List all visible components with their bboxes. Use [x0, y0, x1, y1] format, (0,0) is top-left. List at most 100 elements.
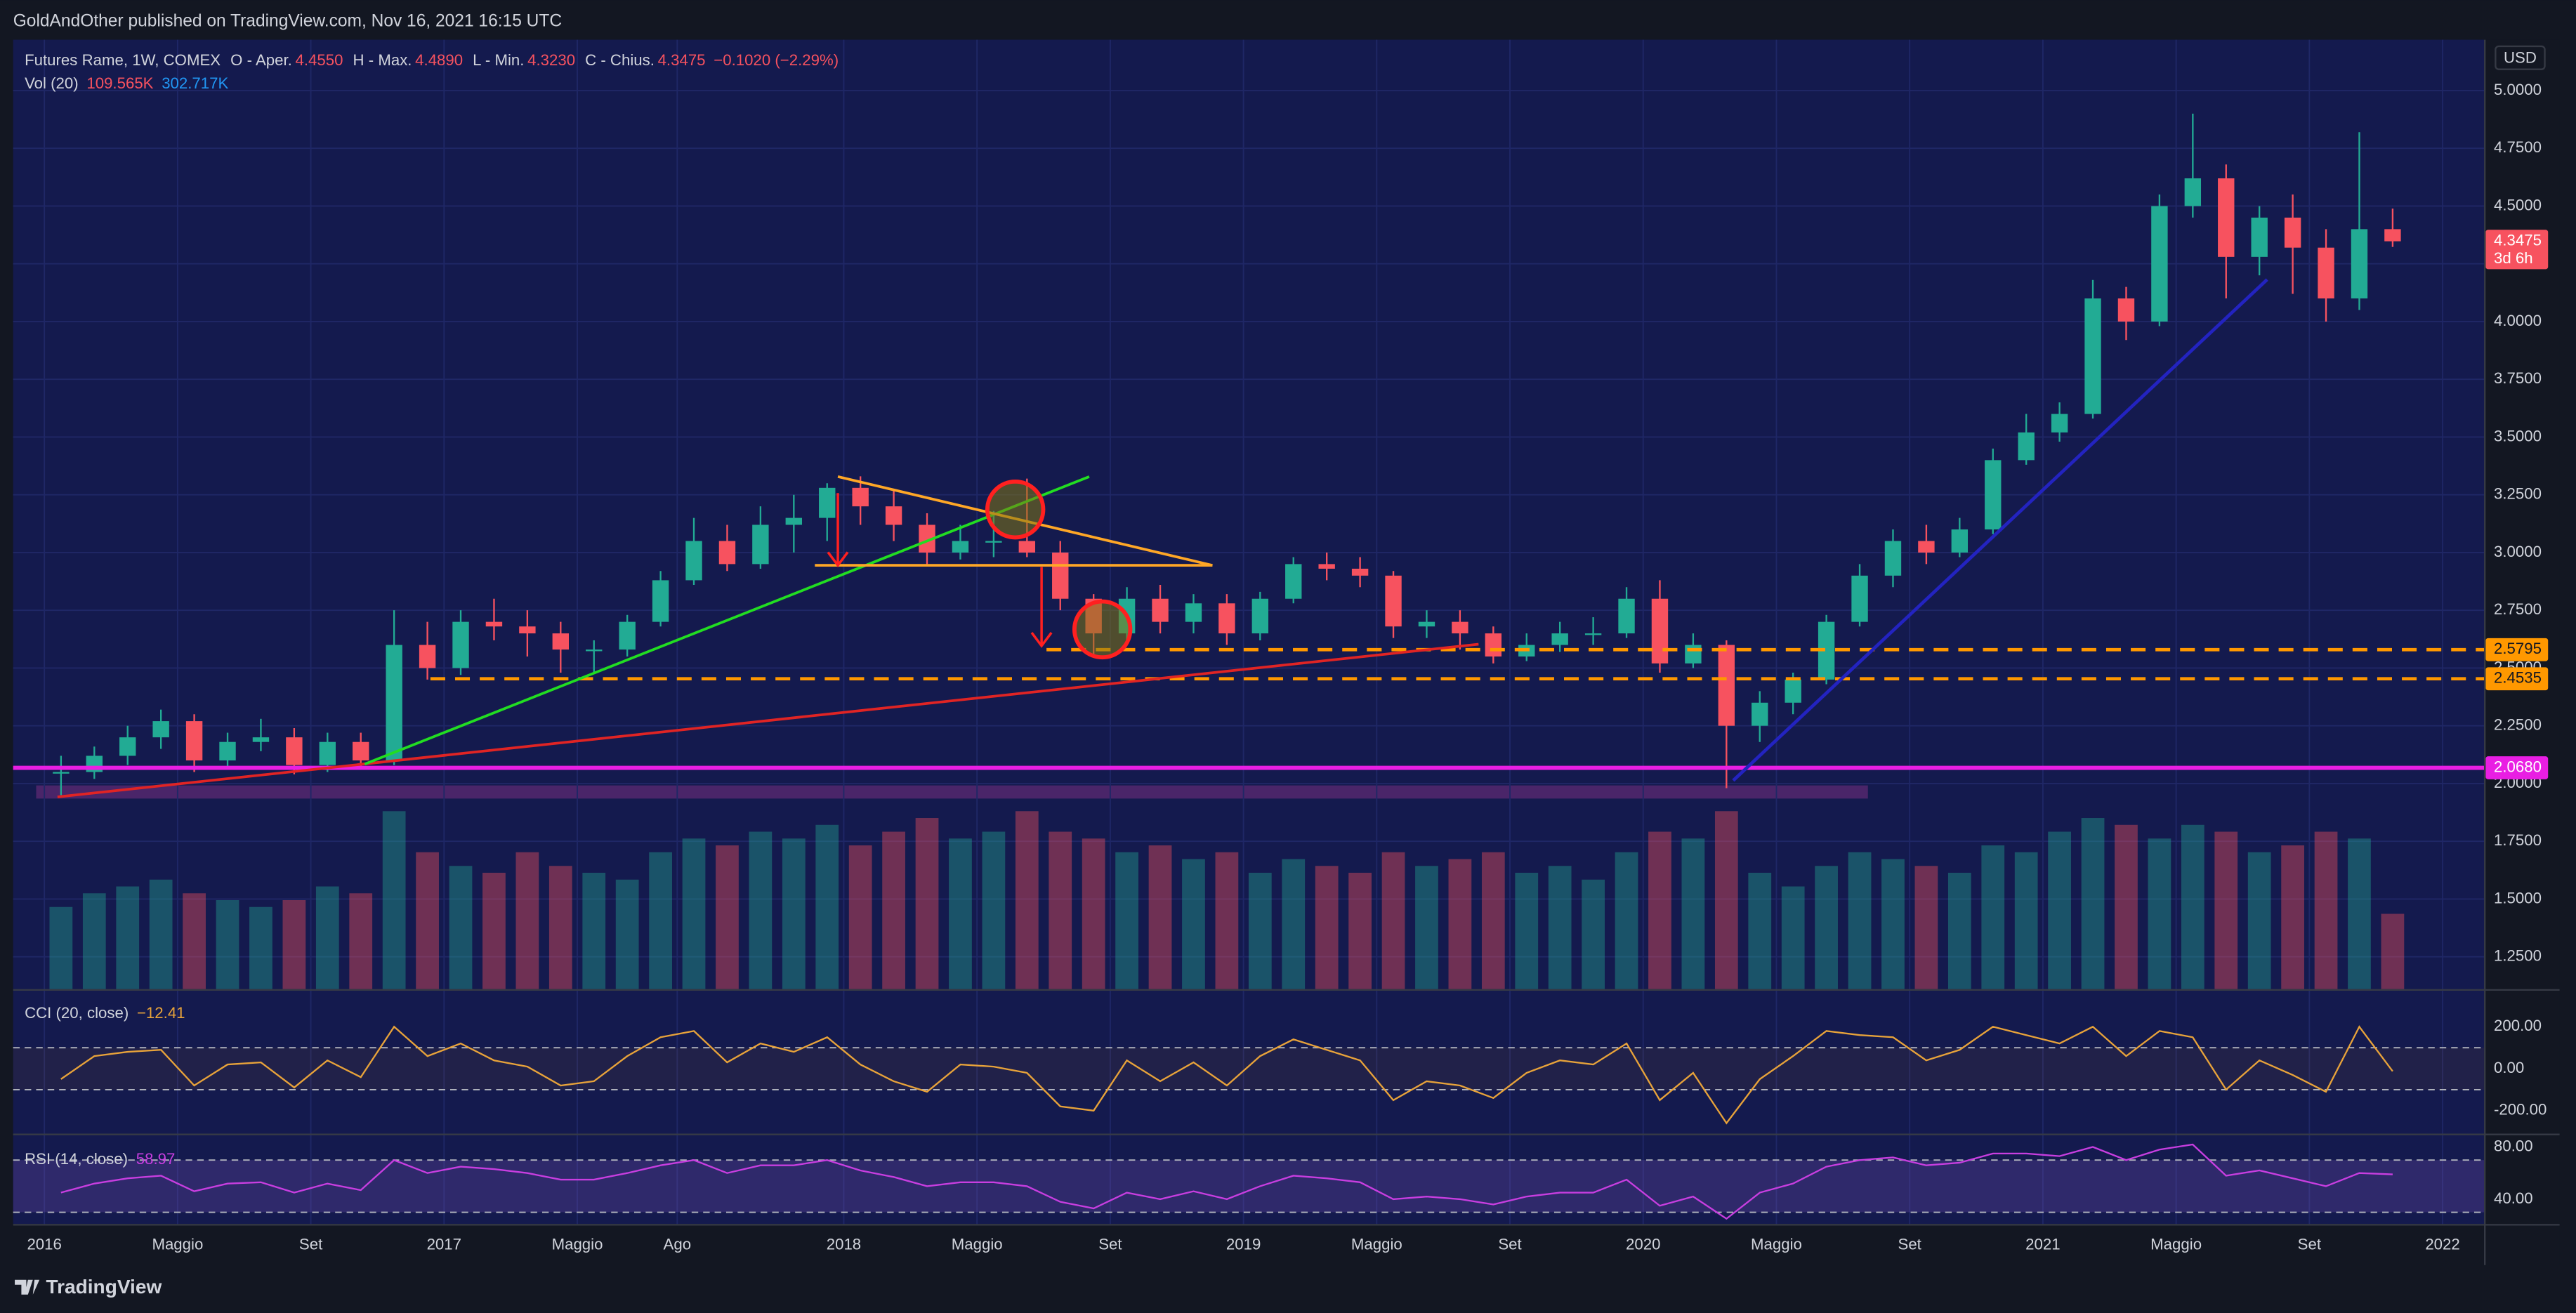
legend-item: Vol (20) — [25, 74, 79, 92]
trend-line — [364, 475, 1090, 765]
volume-bar — [2381, 913, 2405, 989]
candle-body — [685, 541, 702, 581]
volume-bar — [749, 831, 773, 989]
background-drawings — [13, 39, 2484, 1225]
y-tick-label: 3.7500 — [2494, 369, 2542, 387]
x-tick-label: 2018 — [827, 1236, 861, 1253]
chart-area — [13, 39, 2484, 1225]
y-tick-label: 80.00 — [2494, 1137, 2533, 1154]
volume-bar — [815, 824, 839, 989]
candle-body — [519, 626, 536, 634]
plot: 2016 Maggio Set 2017 Maggio Ago 2018 Maggio Set 2… — [13, 81, 2549, 1253]
volume-bar — [1315, 866, 1339, 989]
candle-body — [1951, 529, 1969, 553]
candle-body — [1718, 645, 1735, 726]
indicator-line — [60, 1143, 2393, 1220]
price-unit: USD — [2504, 48, 2537, 66]
volume-bar — [1415, 866, 1438, 989]
volume-bar — [1714, 811, 1738, 989]
volume-bar — [2247, 852, 2271, 989]
price-label-box — [2485, 638, 2549, 661]
y-tick-label: 4.7500 — [2494, 138, 2542, 156]
volume-bar — [1947, 873, 1971, 989]
x-tick-label: Set — [1898, 1236, 1922, 1253]
legend-item: O - Aper. — [230, 51, 292, 69]
candle-body — [619, 621, 636, 650]
volume-bar — [1148, 845, 1172, 989]
volume-bar — [1748, 873, 1772, 989]
volume-bar — [1348, 873, 1372, 989]
legend-row: RSI (14, close) 58.97 — [25, 1150, 175, 1168]
x-tick-label: Maggio — [1751, 1236, 1802, 1253]
volume-bar — [249, 906, 272, 989]
brand: TradingView — [46, 1276, 162, 1298]
price-label-box — [2485, 230, 2549, 270]
candle-body — [1584, 633, 1602, 635]
candle-body — [1152, 598, 1169, 622]
candle-body — [219, 741, 236, 761]
y-tick-label: 3.0000 — [2494, 543, 2542, 560]
candle-body — [552, 633, 570, 650]
volume-bar — [449, 866, 473, 989]
candle-body — [152, 721, 169, 738]
candle-body — [1985, 460, 2002, 530]
volume-bar — [1082, 838, 1105, 989]
volume-bar — [882, 831, 905, 989]
volume-bar — [548, 866, 572, 989]
legend-item: 58.97 — [136, 1150, 176, 1168]
volume-bar — [949, 838, 972, 989]
y-tick-label: 1.5000 — [2494, 889, 2542, 906]
volume-bar — [1881, 859, 1905, 989]
y-tick-label: 40.00 — [2494, 1189, 2533, 1207]
volume-bar — [49, 906, 73, 989]
volume-bar — [1381, 852, 1405, 989]
volume-bar — [582, 873, 606, 989]
x-tick-label: Set — [1098, 1236, 1122, 1253]
x-tick-label: 2016 — [27, 1236, 61, 1253]
x-tick-label: Set — [2298, 1236, 2322, 1253]
candle-body — [1052, 552, 1069, 599]
candle-body — [752, 524, 769, 565]
x-tick-label: Maggio — [1351, 1236, 1402, 1253]
volume-bar — [183, 893, 206, 989]
volume-bar — [1582, 879, 1605, 989]
candle-body — [2351, 229, 2368, 299]
candle-body — [485, 621, 503, 627]
x-tick-label: Set — [299, 1236, 323, 1253]
volume-bar — [1248, 873, 1272, 989]
candle-body — [1018, 541, 1036, 553]
candle-body — [2284, 217, 2301, 248]
candle-body — [1685, 645, 1702, 664]
volume-bar — [1681, 838, 1705, 989]
volume-bar — [2081, 818, 2105, 989]
candle-body — [1618, 598, 1635, 634]
y-tick-label: 200.00 — [2494, 1017, 2542, 1034]
candle-body — [1385, 575, 1402, 627]
price-label: 4.3475 — [2494, 232, 2542, 249]
candle-body — [119, 737, 136, 756]
candle-body — [252, 737, 270, 742]
volume-bar — [2281, 845, 2304, 989]
candle-body — [1218, 603, 1235, 634]
candle-body — [2151, 206, 2168, 322]
legend-row: Futures Rame, 1W, COMEX O - Aper. 4.4550 H … — [25, 51, 839, 69]
x-tick-label: Maggio — [952, 1236, 1003, 1253]
x-tick-label: 2020 — [1626, 1236, 1660, 1253]
price-label: 2.0680 — [2494, 758, 2542, 775]
candle-body — [1851, 575, 1868, 622]
volume-bar — [615, 879, 639, 989]
legend-item: CCI (20, close) — [25, 1004, 129, 1022]
x-tick-label: Set — [1498, 1236, 1522, 1253]
volume-bar — [1215, 852, 1239, 989]
candle-body — [1485, 633, 1502, 656]
volume-bar — [649, 852, 672, 989]
volume-bar — [682, 838, 706, 989]
volume-bar — [1282, 859, 1306, 989]
candle-body — [1785, 679, 1801, 703]
volume-bar — [915, 818, 939, 989]
volume-bar — [2048, 831, 2071, 989]
legend-row: CCI (20, close) −12.41 — [25, 1004, 185, 1022]
volume-bar — [1515, 873, 1539, 989]
y-tick-label: 1.7500 — [2494, 831, 2542, 849]
candle-body — [319, 741, 336, 765]
